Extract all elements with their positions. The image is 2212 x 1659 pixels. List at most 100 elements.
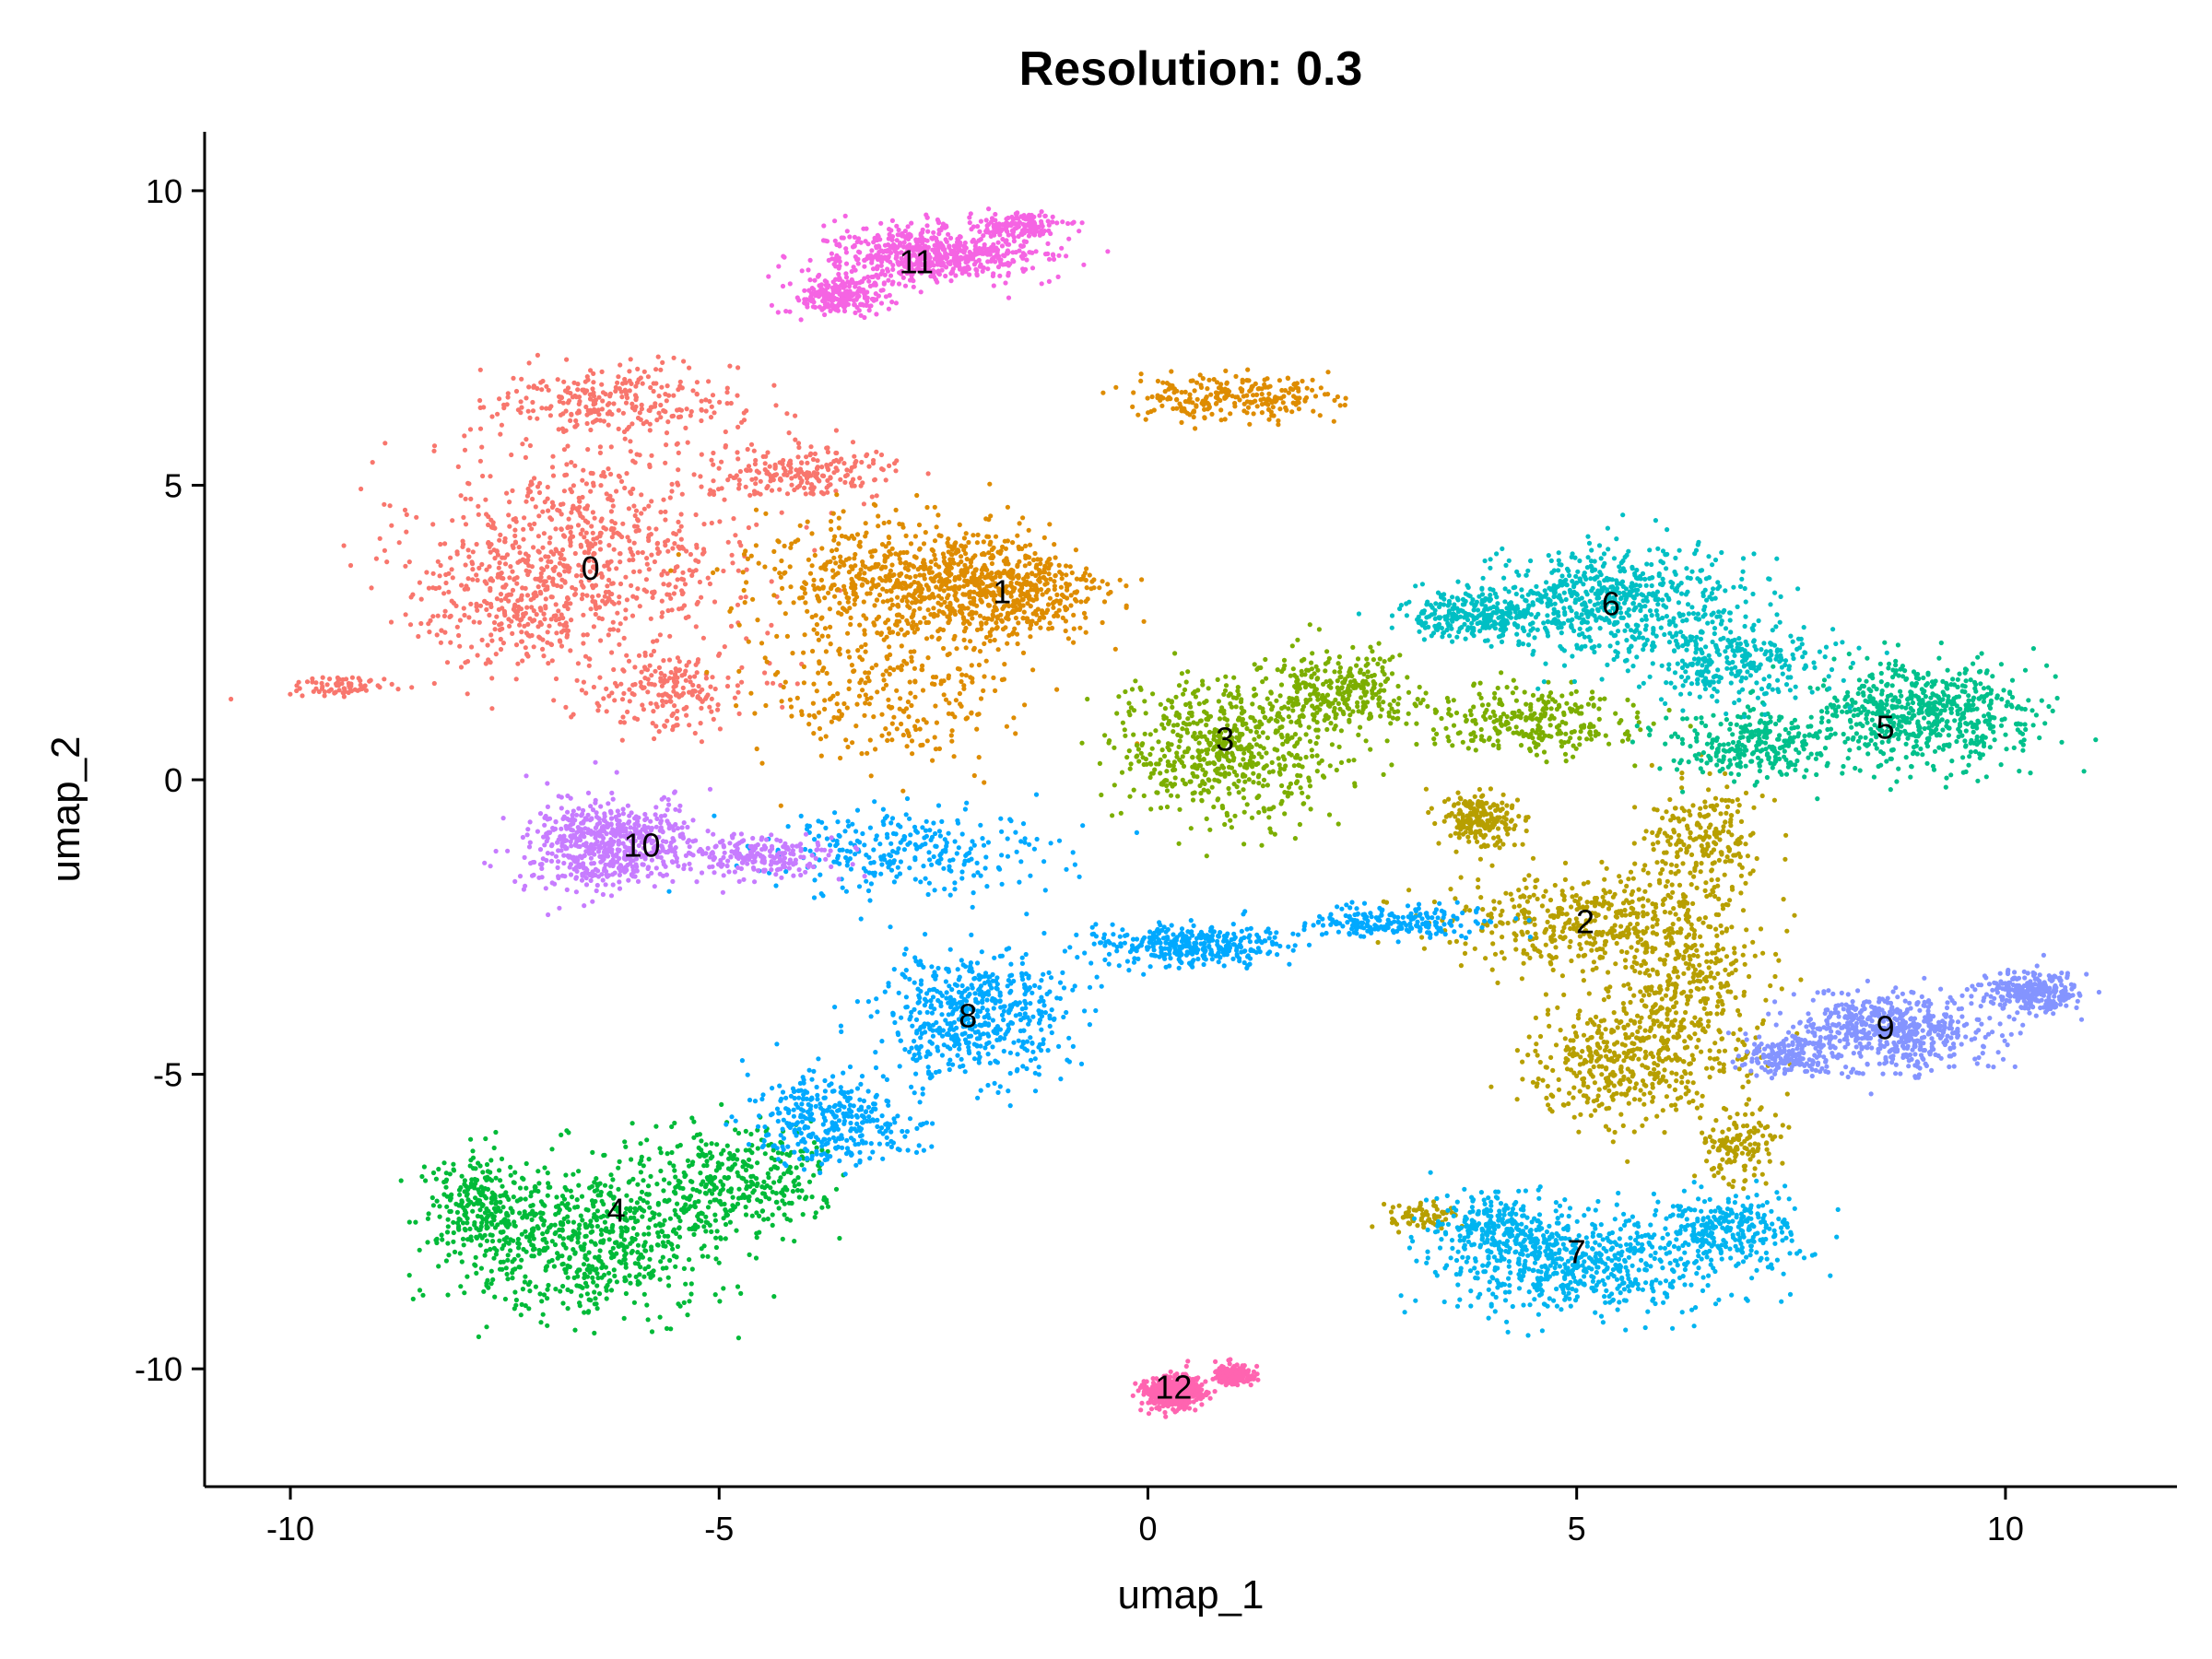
cell-point: [897, 556, 902, 562]
cell-point: [1568, 925, 1573, 932]
cell-point: [1741, 1186, 1747, 1192]
cell-point: [1141, 618, 1147, 624]
cell-point: [484, 512, 489, 517]
cell-point: [608, 471, 614, 477]
cell-point: [1527, 894, 1533, 900]
cell-point: [721, 568, 726, 574]
cell-point: [1571, 1085, 1577, 1090]
cell-point: [1476, 799, 1481, 805]
cell-point: [782, 571, 787, 576]
cell-point: [963, 551, 969, 557]
cell-point: [1649, 762, 1654, 769]
cell-point: [1664, 809, 1669, 815]
cell-point: [621, 690, 627, 697]
cell-point: [1030, 571, 1035, 577]
cell-point: [1606, 1088, 1612, 1093]
cell-point: [676, 387, 681, 393]
cell-point: [920, 742, 925, 747]
cell-point: [1015, 641, 1020, 647]
cell-point: [1501, 815, 1507, 820]
cell-point: [578, 542, 583, 547]
cell-point: [814, 688, 819, 694]
cell-point: [933, 747, 939, 752]
cell-point: [794, 695, 800, 701]
cell-point: [489, 676, 495, 681]
cell-point: [609, 535, 615, 540]
cell-point: [1668, 1102, 1675, 1108]
cell-point: [975, 532, 981, 538]
cell-point: [553, 602, 559, 607]
cell-point: [839, 533, 845, 539]
cell-point: [462, 433, 467, 439]
cell-point: [1577, 942, 1583, 947]
cell-point: [813, 474, 818, 479]
cell-point: [844, 705, 850, 711]
cell-point: [525, 408, 531, 414]
cell-point: [631, 503, 637, 509]
cell-point: [793, 413, 798, 418]
cell-point: [1581, 1032, 1587, 1038]
cell-point: [1149, 394, 1155, 400]
cell-point: [787, 564, 793, 570]
cell-point: [560, 400, 566, 406]
cell-point: [525, 486, 531, 492]
cell-point: [1004, 616, 1009, 621]
cell-point: [581, 467, 586, 473]
cell-point: [534, 593, 539, 599]
cell-point: [781, 457, 786, 464]
cell-point: [1580, 1077, 1585, 1082]
cell-point: [595, 593, 601, 598]
cell-point: [1624, 949, 1630, 955]
cell-point: [905, 620, 911, 627]
cell-point: [962, 562, 968, 569]
cell-point: [805, 480, 810, 486]
cell-point: [611, 666, 617, 673]
cell-point: [577, 511, 582, 516]
cell-point: [1508, 891, 1513, 897]
cell-point: [558, 639, 563, 644]
cell-point: [1637, 970, 1642, 975]
cell-point: [1004, 556, 1009, 561]
cell-point: [810, 456, 817, 463]
cell-point: [853, 551, 858, 558]
cell-point: [1535, 877, 1540, 883]
cell-point: [991, 675, 996, 681]
cell-point: [787, 697, 794, 702]
cell-point: [829, 719, 835, 724]
cell-point: [1169, 369, 1174, 374]
cell-point: [1674, 1078, 1679, 1084]
cell-point: [515, 598, 521, 604]
cell-point: [470, 577, 476, 582]
cell-point: [803, 600, 808, 606]
cell-point: [1468, 830, 1474, 836]
cell-point: [1022, 563, 1028, 569]
cell-point: [1160, 380, 1166, 385]
cell-point: [654, 638, 660, 643]
cell-point: [564, 357, 570, 362]
cell-point: [1682, 1039, 1688, 1044]
cell-point: [498, 431, 503, 437]
cell-point: [1569, 904, 1574, 910]
cell-point: [971, 595, 976, 601]
cell-point: [946, 619, 951, 626]
cell-point: [765, 450, 771, 455]
cell-point: [1091, 577, 1097, 582]
cell-point: [1214, 380, 1220, 385]
cell-point: [984, 574, 990, 580]
cell-point: [1159, 403, 1165, 408]
cell-point: [1664, 1044, 1669, 1050]
cell-point: [437, 573, 442, 579]
cell-point: [798, 479, 805, 486]
cell-point: [690, 682, 696, 688]
cell-point: [1578, 1112, 1583, 1117]
cell-point: [523, 610, 529, 617]
cell-point: [971, 589, 977, 595]
cell-point: [604, 491, 609, 497]
cell-point: [885, 554, 890, 559]
cell-point: [535, 548, 541, 554]
cell-point: [884, 588, 889, 594]
cell-point: [635, 517, 641, 523]
cell-point: [657, 632, 664, 638]
cell-point: [1222, 389, 1228, 394]
